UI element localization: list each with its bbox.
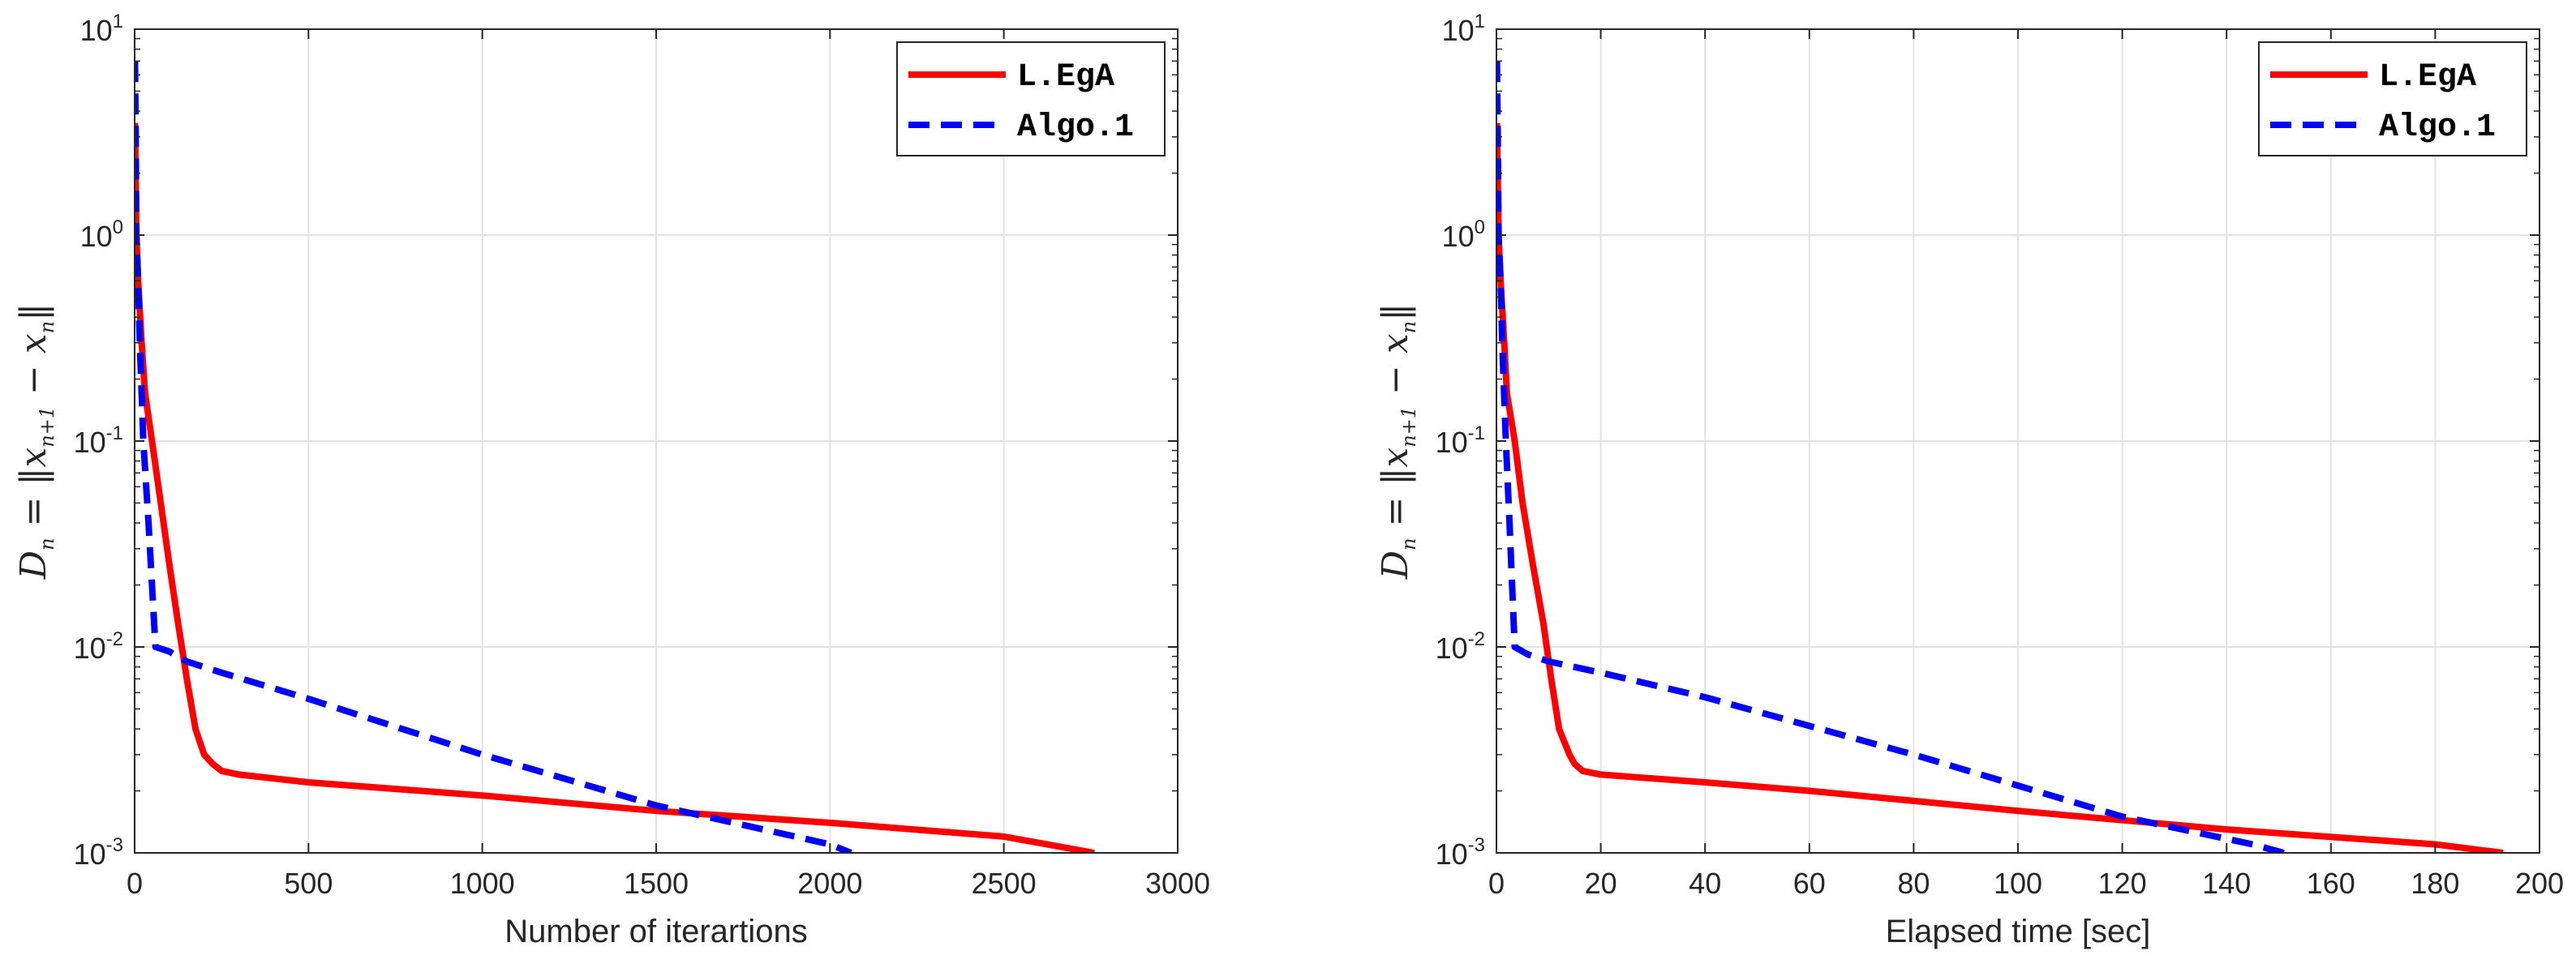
legend-box (2258, 41, 2527, 156)
legend: L.EgA Algo.1 (2258, 41, 2527, 156)
x-tick-label: 3000 (1145, 867, 1210, 900)
series-line-algo-1 (1496, 61, 2285, 853)
y-tick-label: 100 (80, 216, 123, 253)
x-tick-label: 160 (2307, 867, 2355, 900)
y-tick-label: 101 (80, 11, 123, 47)
y-axis-label: Dn = ‖xn+1 − xn‖ (13, 303, 58, 580)
x-tick-label: 2000 (797, 867, 862, 900)
chart-iterations: 0 500 1000 1500 2000 2500 3000 10-3 10-2 10-1 100 1… (13, 11, 1210, 949)
legend-label: Algo.1 (2379, 109, 2496, 146)
series-line-algo-1 (135, 61, 852, 853)
y-tick-label: 10-3 (1436, 834, 1485, 871)
x-axis-label: Elapsed time [sec] (1886, 914, 2151, 949)
y-tick-label: 10-1 (74, 422, 123, 459)
x-axis-label: Number of iterartions (504, 914, 807, 949)
legend-label: L.EgA (2379, 59, 2476, 96)
legend: L.EgA Algo.1 (896, 41, 1166, 156)
y-tick-label: 101 (1442, 11, 1485, 47)
y-tick-label: 10-2 (74, 628, 123, 665)
legend-box (896, 41, 1166, 156)
x-tick-label: 2500 (972, 867, 1037, 900)
x-tick-label: 1000 (450, 867, 515, 900)
legend-label: L.EgA (1017, 59, 1114, 96)
x-tick-label: 120 (2098, 867, 2147, 900)
x-tick-label: 180 (2411, 867, 2459, 900)
x-tick-label: 80 (1897, 867, 1930, 900)
x-tick-label: 60 (1793, 867, 1826, 900)
x-tick-label: 0 (127, 867, 143, 900)
x-tick-label: 1500 (624, 867, 689, 900)
x-tick-label: 140 (2202, 867, 2251, 900)
y-tick-label: 100 (1442, 216, 1485, 253)
y-tick-label: 10-3 (74, 834, 123, 871)
x-tick-label: 0 (1488, 867, 1505, 900)
legend-label: Algo.1 (1017, 109, 1134, 146)
y-tick-label: 10-2 (1436, 628, 1485, 665)
x-tick-label: 500 (284, 867, 333, 900)
y-tick-label: 10-1 (1436, 422, 1485, 459)
x-tick-label: 20 (1585, 867, 1617, 900)
x-tick-label: 100 (1994, 867, 2042, 900)
x-tick-label: 200 (2515, 867, 2564, 900)
chart-time: 0 20 40 60 80 100 120 140 160 180 200 10-3 10-2 10-1 1… (1375, 11, 2564, 949)
y-axis-label: Dn = ‖xn+1 − xn‖ (1375, 303, 1420, 580)
x-tick-label: 40 (1689, 867, 1721, 900)
